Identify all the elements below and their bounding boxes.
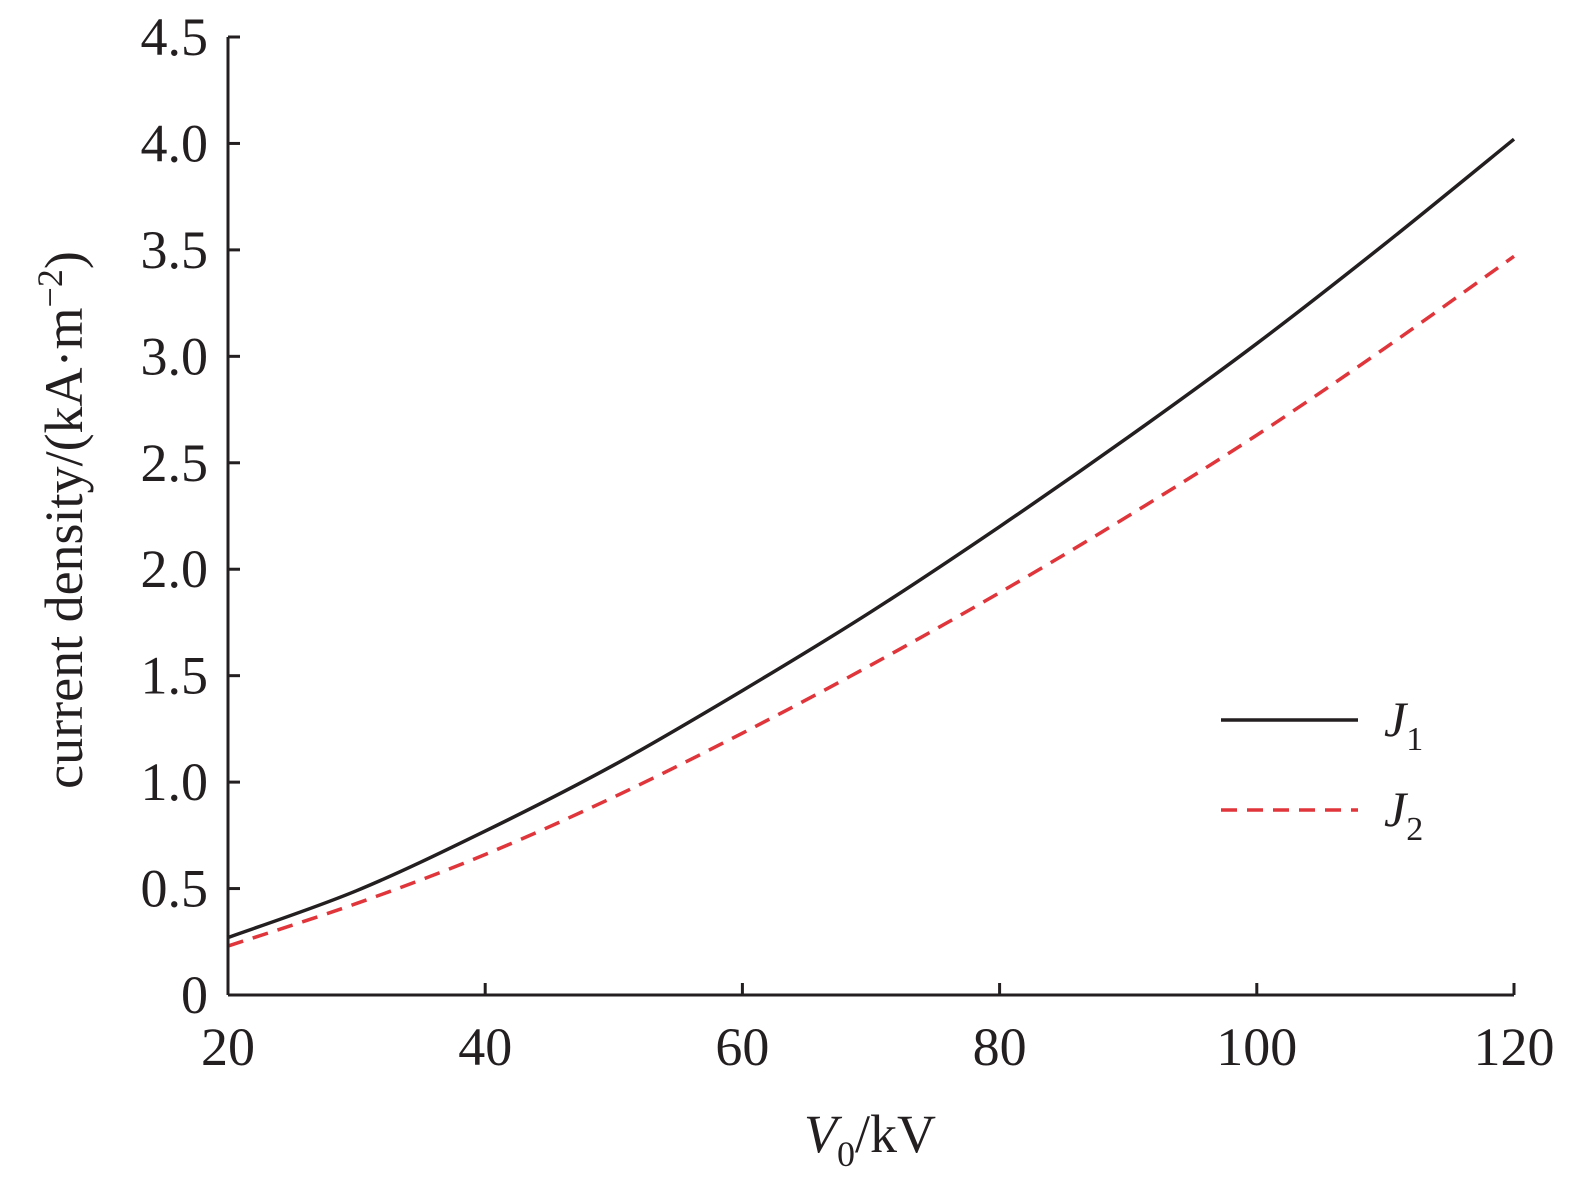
y-axis-title-close: )	[34, 251, 94, 269]
y-axis: 0 0.5 1.0 1.5 2.0 2.5 3.0 3.5 4.0 4.5	[141, 7, 240, 1025]
x-tick-label: 20	[201, 1017, 255, 1077]
y-tick-label: 2.5	[141, 433, 209, 493]
x-axis-title-sub: 0	[837, 1134, 855, 1174]
x-tick-label: 80	[973, 1017, 1027, 1077]
legend-label-j2: J2	[1384, 781, 1423, 848]
x-tick-label: 40	[458, 1017, 512, 1077]
x-axis-title-unit: /kV	[855, 1104, 936, 1164]
legend-label-j1: J1	[1384, 691, 1423, 758]
y-tick-label: 3.0	[141, 326, 209, 386]
x-axis: 20 40 60 80 100 120	[201, 983, 1555, 1077]
x-tick-label: 120	[1474, 1017, 1555, 1077]
y-axis-title-main: current density/(kA·m	[34, 307, 94, 788]
y-tick-label: 0.5	[141, 859, 209, 919]
series-line-j2	[227, 254, 1516, 948]
y-tick-label: 4.0	[141, 113, 209, 173]
series-line-j1	[227, 137, 1516, 940]
x-tick-label: 60	[715, 1017, 769, 1077]
x-tick-label: 100	[1216, 1017, 1297, 1077]
y-tick-label: 1.5	[141, 646, 209, 706]
y-tick-label: 0	[181, 965, 208, 1025]
y-tick-label: 1.0	[141, 752, 209, 812]
y-tick-label: 2.0	[141, 539, 209, 599]
x-axis-title: V0/kV	[804, 1104, 936, 1174]
y-axis-title-sup: −2	[30, 269, 70, 307]
y-tick-label: 3.5	[141, 220, 209, 280]
y-tick-label: 4.5	[141, 7, 209, 67]
x-axis-title-main: V	[804, 1104, 843, 1164]
y-axis-title: current density/(kA·m−2)	[30, 251, 94, 789]
series-layer	[227, 137, 1516, 948]
